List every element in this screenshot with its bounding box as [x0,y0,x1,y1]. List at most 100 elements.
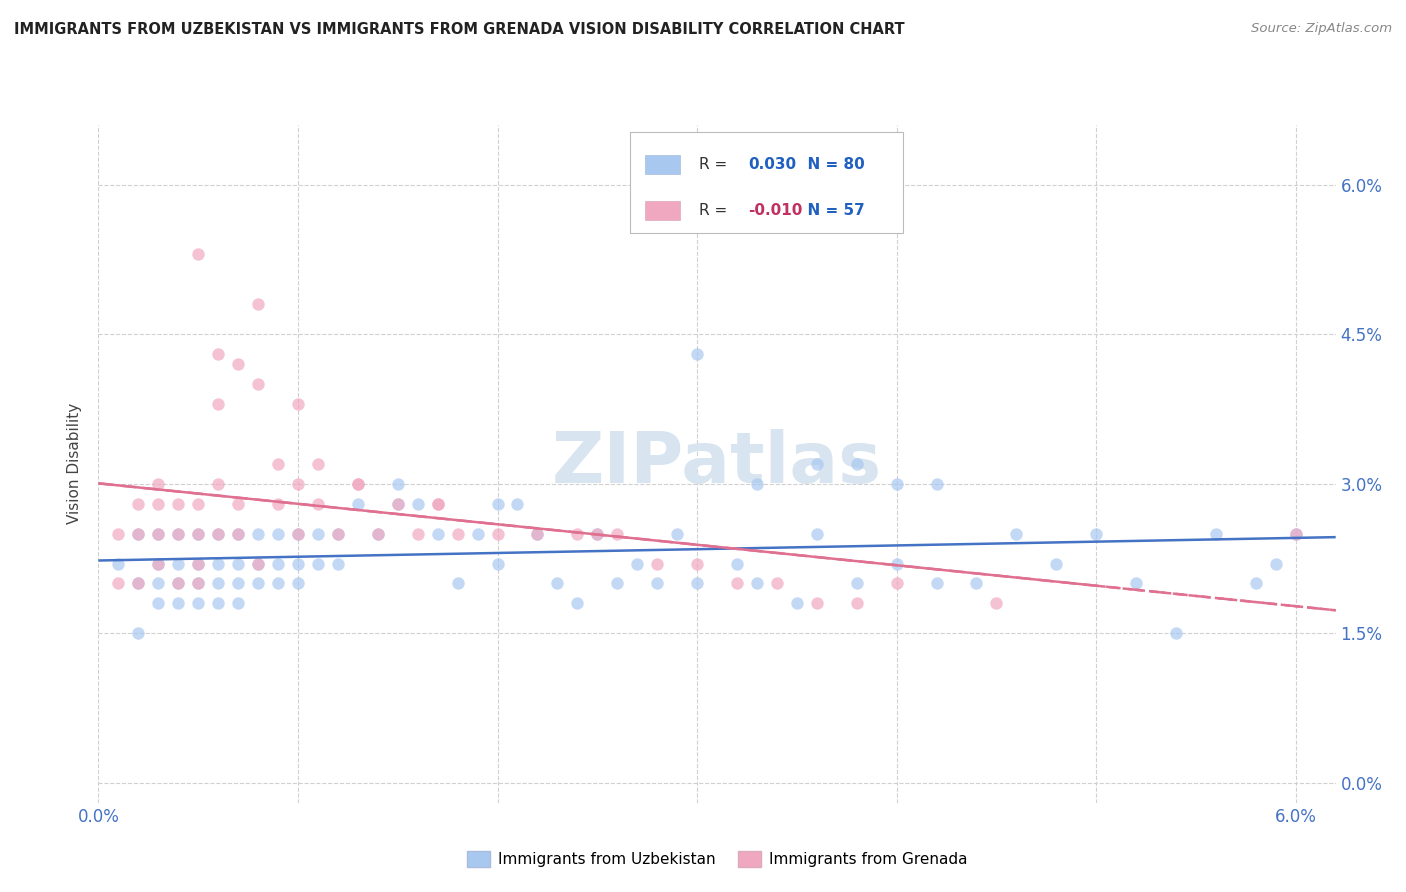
Point [845,457,868,471]
Point [426,497,449,511]
Point [187,247,209,261]
Point [148,526,170,541]
Point [127,576,149,591]
Point [546,576,568,591]
Point [207,526,229,541]
Point [406,526,429,541]
Point [586,526,609,541]
Point [526,526,548,541]
Point [167,557,190,571]
Point [226,576,249,591]
Point [845,576,868,591]
Point [745,476,768,491]
Point [167,497,190,511]
Point [107,557,129,571]
Point [986,596,1008,610]
Point [226,596,249,610]
Point [127,497,149,511]
Point [387,497,409,511]
Point [326,526,349,541]
Point [267,526,290,541]
Text: R =: R = [699,203,731,219]
Point [127,526,149,541]
FancyBboxPatch shape [630,132,903,234]
Point [207,397,229,411]
Point [606,576,628,591]
Point [226,526,249,541]
Point [1045,557,1067,571]
Point [287,526,309,541]
Point [167,526,190,541]
Point [725,557,748,571]
Point [347,476,370,491]
Point [1085,526,1108,541]
Point [1264,557,1286,571]
Point [187,497,209,511]
Point [347,497,370,511]
Point [686,557,709,571]
Point [1125,576,1147,591]
Point [287,476,309,491]
Point [187,576,209,591]
Point [745,576,768,591]
Point [387,476,409,491]
Point [786,596,808,610]
Point [367,526,389,541]
Point [406,497,429,511]
Point [287,397,309,411]
Point [326,557,349,571]
Text: N = 80: N = 80 [797,157,865,171]
Point [806,457,828,471]
Text: N = 57: N = 57 [797,203,865,219]
Point [148,526,170,541]
Point [267,576,290,591]
Point [307,497,329,511]
Point [645,557,668,571]
Point [167,576,190,591]
Point [806,596,828,610]
Point [207,476,229,491]
Point [1285,526,1308,541]
Point [1005,526,1028,541]
Point [925,476,948,491]
Point [467,526,489,541]
Point [567,596,589,610]
Point [267,557,290,571]
Point [307,557,329,571]
Point [287,576,309,591]
Point [127,576,149,591]
Point [187,557,209,571]
Point [725,576,748,591]
FancyBboxPatch shape [645,154,681,174]
Point [207,526,229,541]
Point [207,596,229,610]
Point [446,526,468,541]
Text: R =: R = [699,157,731,171]
Point [148,557,170,571]
Point [686,576,709,591]
Point [367,526,389,541]
Point [226,526,249,541]
Point [886,576,908,591]
Point [226,497,249,511]
Point [167,526,190,541]
Point [267,497,290,511]
Point [107,576,129,591]
Point [925,576,948,591]
Point [486,557,509,571]
Point [148,476,170,491]
Point [187,526,209,541]
Point [207,347,229,361]
Point [886,557,908,571]
Point [167,576,190,591]
Point [845,596,868,610]
Text: 0.030: 0.030 [748,157,796,171]
Point [287,557,309,571]
Point [127,526,149,541]
Text: ZIPatlas: ZIPatlas [553,429,882,499]
Point [107,526,129,541]
Point [1244,576,1267,591]
Point [666,526,689,541]
Point [426,526,449,541]
Point [187,576,209,591]
